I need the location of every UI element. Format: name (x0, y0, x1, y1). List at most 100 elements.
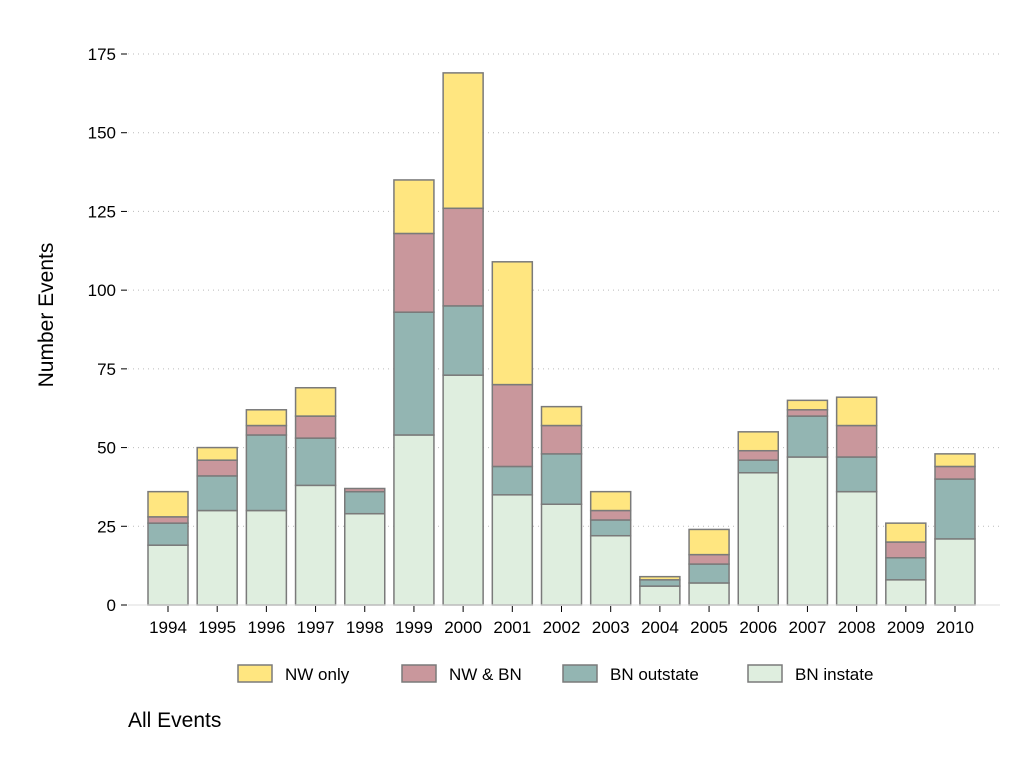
bar-segment (196, 459, 238, 477)
x-tick-label: 1997 (297, 618, 335, 637)
bar-segment (934, 478, 976, 540)
bar-segment (737, 459, 779, 474)
bar-segment (540, 453, 583, 505)
x-tick-label: 1998 (346, 618, 384, 637)
bar-segment (737, 449, 779, 461)
bar-segment (589, 509, 632, 521)
y-tick-label: 25 (97, 517, 116, 536)
y-axis-title: Number Events (35, 243, 58, 388)
bar-segment (934, 453, 976, 468)
bar-segment (393, 232, 435, 313)
bar-segment (393, 179, 435, 235)
y-tick-label: 50 (97, 439, 116, 458)
bar-segment (639, 579, 681, 587)
bar-segment (147, 490, 189, 518)
bar-segment (786, 456, 829, 606)
bar-segment (540, 424, 583, 455)
bar-segment (294, 437, 337, 487)
x-tick-label: 1995 (198, 618, 236, 637)
bar-segment (196, 509, 238, 606)
bar-segment (934, 538, 976, 606)
bar-segment (885, 579, 927, 606)
x-axis: 1994 1995 1996 1997 1998 1999 2000 2001 2002 2003… (128, 604, 1000, 637)
bar-segment (491, 494, 534, 606)
bar-segment (589, 490, 632, 512)
bar-segment (688, 528, 730, 556)
legend-label: NW & BN (449, 665, 522, 684)
bar-segment (540, 405, 583, 427)
bar-segment (294, 484, 337, 606)
bar-segment (294, 386, 337, 417)
bar-segment (885, 541, 927, 559)
bar-segment (196, 446, 238, 461)
bar-segment (688, 553, 730, 565)
bar-segment (147, 522, 189, 546)
bar-segment (442, 207, 484, 307)
y-axis: 0 25 50 75 100 125 150 175 (88, 45, 129, 615)
bar-segment (885, 522, 927, 543)
legend-swatch (401, 664, 437, 683)
bar-segment (491, 261, 534, 386)
bar-segment (835, 396, 878, 427)
x-tick-label: 2008 (838, 618, 876, 637)
bar-segment (294, 415, 337, 439)
bar-segment (147, 544, 189, 606)
bar-segment (344, 512, 386, 606)
bar-segment (442, 374, 484, 606)
x-tick-label: 2009 (887, 618, 925, 637)
y-tick-label: 0 (107, 596, 116, 615)
x-tick-label: 2000 (444, 618, 482, 637)
bar-segment (344, 487, 386, 493)
bar-segment (442, 72, 484, 210)
bar-segment (688, 582, 730, 606)
bar-segment (245, 509, 288, 606)
y-tick-label: 150 (88, 124, 116, 143)
x-tick-label: 2007 (789, 618, 827, 637)
bar-segment (786, 415, 829, 458)
bar-segment (688, 563, 730, 584)
bar-segment (442, 305, 484, 376)
bars (147, 72, 976, 606)
bar-segment (196, 475, 238, 512)
bar-segment (737, 431, 779, 452)
x-tick-label: 1999 (395, 618, 433, 637)
legend: NW only NW & BN BN outstate BN instate (237, 664, 873, 684)
x-tick-label: 2003 (592, 618, 630, 637)
y-tick-label: 175 (88, 45, 116, 64)
bar-segment (589, 519, 632, 537)
legend-label: BN instate (795, 665, 873, 684)
y-tick-label: 100 (88, 281, 116, 300)
x-tick-label: 1996 (247, 618, 285, 637)
bar-segment (491, 465, 534, 496)
bar-segment (147, 516, 189, 524)
bar-segment (639, 585, 681, 606)
bar-segment (737, 472, 779, 606)
bar-segment (786, 409, 829, 417)
y-tick-label: 75 (97, 360, 116, 379)
legend-swatch (747, 664, 783, 683)
bar-segment (589, 534, 632, 606)
bar-segment (934, 465, 976, 480)
bar-segment (245, 424, 288, 436)
legend-swatch (237, 664, 273, 683)
bar-segment (835, 424, 878, 458)
bar-segment (245, 434, 288, 512)
y-tick-label: 125 (88, 202, 116, 221)
bar-segment (786, 399, 829, 411)
x-tick-label: 2001 (493, 618, 531, 637)
x-tick-label: 2002 (543, 618, 581, 637)
x-tick-label: 2005 (690, 618, 728, 637)
x-tick-label: 1994 (149, 618, 187, 637)
x-tick-label: 2010 (936, 618, 974, 637)
legend-label: NW only (285, 665, 350, 684)
bar-segment (885, 557, 927, 581)
x-tick-label: 2004 (641, 618, 679, 637)
bar-segment (245, 409, 288, 427)
bar-segment (344, 490, 386, 515)
bar-segment (491, 383, 534, 468)
bar-segment (393, 434, 435, 606)
bar-segment (393, 311, 435, 436)
legend-label: BN outstate (610, 665, 699, 684)
bar-segment (835, 456, 878, 493)
